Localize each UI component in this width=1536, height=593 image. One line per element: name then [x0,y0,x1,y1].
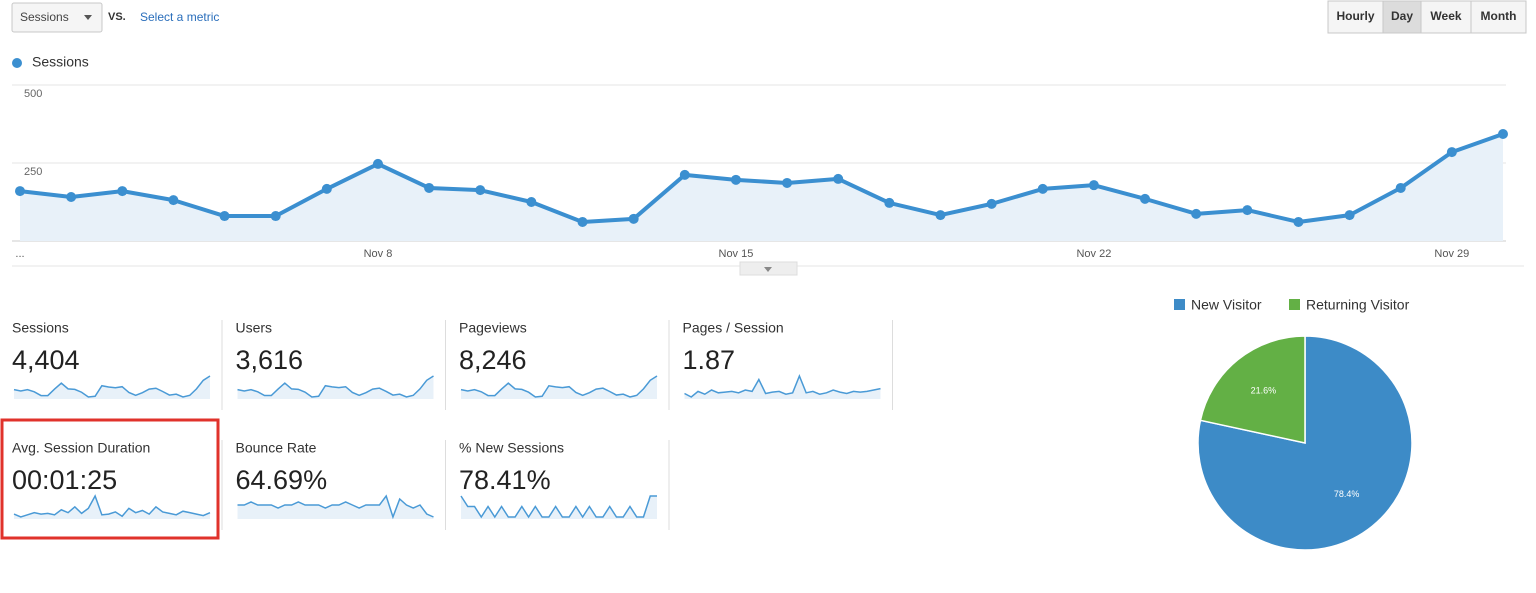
metric-dropdown-label: Sessions [20,10,69,24]
sparkline-area [14,496,210,519]
x-tick-label: Nov 29 [1434,248,1469,260]
line [19,132,1504,224]
point[interactable] [577,216,588,227]
metric-label: Users [236,320,273,336]
point[interactable] [1140,193,1151,204]
point[interactable] [270,211,281,222]
metric-label: Bounce Rate [236,440,317,456]
dropdown-arrow [84,15,92,20]
sparkline [13,494,211,518]
area [20,133,1503,241]
sparkline-area [461,496,657,519]
sparkline-area [237,496,434,519]
period-button[interactable] [1382,0,1422,34]
point[interactable] [1395,182,1406,193]
point[interactable] [679,169,690,180]
point[interactable] [1088,180,1099,191]
slice-label: 78.4% [1334,489,1360,499]
point[interactable] [1446,147,1457,158]
period-button-label: Month [1481,9,1517,23]
period-button[interactable] [1420,0,1472,34]
pie-slice[interactable] [1199,335,1306,444]
metric-label: Pageviews [459,320,527,336]
x-tick-label: Nov 8 [364,248,393,260]
metric-label: Pages / Session [683,320,784,336]
y-tick-label: 500 [24,88,42,100]
period-button-label: Hourly [1336,9,1374,23]
x-tick-label: Nov 15 [719,248,754,260]
point[interactable] [424,182,435,193]
point[interactable] [884,197,895,208]
point[interactable] [1293,216,1304,227]
point[interactable] [628,213,639,224]
legend-label: New Visitor [1191,297,1262,313]
period-button-label: Week [1430,9,1461,23]
point[interactable] [1498,128,1508,139]
legend-marker [1174,299,1185,310]
pie-chart: New Visitor Returning Visitor 78.4% 21.6% [1174,297,1413,551]
metric-value: 8,246 [459,345,527,375]
metric-value: 4,404 [12,345,80,375]
point[interactable] [1037,183,1048,194]
point[interactable] [15,186,25,197]
point[interactable] [730,174,741,185]
line-chart: 250 500... Nov 8 Nov 15 Nov 22 Nov 29 [12,84,1508,260]
metric-value: 64.69% [236,465,328,495]
compare-link[interactable]: Select a metric [140,10,219,24]
point[interactable] [526,197,537,207]
metric-value: 00:01:25 [12,465,117,495]
point[interactable] [372,158,383,169]
sparkline [237,375,434,398]
point[interactable] [782,177,793,188]
metric-value: 3,616 [236,345,304,375]
point[interactable] [1191,208,1202,219]
collapse-arrow [764,267,772,272]
period-buttons: Hourly Day Week Month [1327,0,1527,34]
metric-dropdown[interactable] [11,2,103,33]
y-tick-label: 250 [24,166,42,178]
sparkline [237,494,434,520]
period-button-label: Day [1391,9,1413,23]
sparkline [460,375,658,398]
metric-grid: Sessions 4,404 Users 3,616 Pageviews 8,246 Pag… [12,320,893,530]
x-tick-label: Nov 22 [1076,248,1111,260]
point[interactable] [1344,210,1355,221]
sparkline-area [684,376,881,399]
point[interactable] [168,195,179,206]
metric-label: Avg. Session Duration [12,440,150,456]
point[interactable] [117,186,128,197]
point[interactable] [475,185,486,196]
sparkline [684,373,881,398]
point[interactable] [935,210,946,221]
legend-label: Returning Visitor [1306,297,1410,313]
metric-label: % New Sessions [459,440,564,456]
slice-label: 21.6% [1251,386,1277,396]
point[interactable] [1242,205,1253,216]
sparkline [460,495,657,519]
legend-label: Sessions [32,54,89,70]
period-button[interactable] [1470,0,1527,34]
point[interactable] [66,192,77,203]
point[interactable] [986,198,997,209]
metric-value: 78.41% [459,465,551,495]
vs-label: VS. [108,11,126,23]
metric-value: 1.87 [683,345,736,375]
sparkline [13,375,211,398]
metric-label: Sessions [12,320,69,336]
point[interactable] [833,173,844,184]
highlight-box [0,418,220,540]
x-tick-label: ... [15,248,24,260]
legend-marker [1289,299,1300,310]
legend-marker [12,58,22,68]
period-button[interactable] [1327,0,1384,34]
point[interactable] [219,211,230,222]
point[interactable] [321,183,332,194]
